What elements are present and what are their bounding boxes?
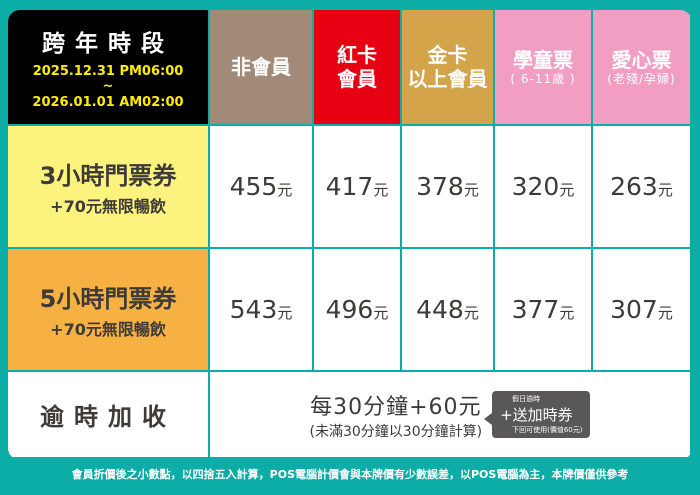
row-title: 3小時門票券 [39,162,177,190]
period-title: 跨年時段 [42,30,174,57]
col-label: 非會員 [231,55,291,79]
holiday-bubble: 假日逾時 +送加時券 下回可使用(價值60元) [484,391,591,438]
price-table: 跨年時段 2025.12.31 PM06:00 ~ 2026.01.01 AM0… [8,10,692,460]
bubble-top: 假日逾時 [512,395,541,403]
period-end: 2026.01.01 AM02:00 [32,94,184,110]
bubble-bottom: 下回可使用(價值60元) [512,426,583,434]
col-label: 學童票 [513,47,573,72]
row-sub: +70元無限暢飲 [50,197,166,216]
col-sub: (老殘/孕婦) [607,71,676,86]
period-start: 2025.12.31 PM06:00 [32,63,184,79]
price-cell: 448元 [402,249,493,370]
col-student: 學童票( 6-11歲 ) [495,10,591,124]
row-title: 5小時門票券 [39,285,177,313]
row-sub: +70元無限暢飲 [50,320,166,339]
footer-note: 會員折價後之小數點，以四捨五入計算，POS電腦計價會與本牌價有少數誤差，以POS… [71,468,629,481]
price-cell: 417元 [314,126,400,247]
col-label: 金卡 [427,43,468,67]
col-label-2: 以上會員 [407,67,488,91]
overtime-main: 每30分鐘+60元 [310,394,482,420]
overtime-cell: 每30分鐘+60元 (未滿30分鐘以30分鐘計算) 假日逾時 +送加時券 下回可… [210,372,690,457]
price-cell: 455元 [210,126,312,247]
price-cell: 263元 [593,126,690,247]
col-label-2: 會員 [337,67,377,91]
price-cell: 307元 [593,249,690,370]
col-red-card: 紅卡 會員 [314,10,400,124]
col-sub: ( 6-11歲 ) [510,71,576,86]
price-cell: 496元 [314,249,400,370]
row-5h-label: 5小時門票券 +70元無限暢飲 [8,249,208,370]
price-cell: 320元 [495,126,591,247]
col-gold-card: 金卡 以上會員 [402,10,493,124]
price-cell: 378元 [402,126,493,247]
col-label: 紅卡 [337,43,377,67]
price-cell: 543元 [210,249,312,370]
col-concession: 愛心票 (老殘/孕婦) [593,10,690,124]
overtime-note: (未滿30分鐘以30分鐘計算) [309,423,483,440]
row-3h-label: 3小時門票券 +70元無限暢飲 [8,126,208,247]
overtime-title: 逾時加收 [40,403,176,431]
col-label: 愛心票 [611,47,672,72]
overtime-label: 逾時加收 [8,372,208,457]
period-cell: 跨年時段 2025.12.31 PM06:00 ~ 2026.01.01 AM0… [8,10,208,124]
price-cell: 377元 [495,249,591,370]
period-sep: ~ [102,79,114,95]
col-non-member: 非會員 [210,10,312,124]
bubble-main: +送加時券 [500,406,573,424]
